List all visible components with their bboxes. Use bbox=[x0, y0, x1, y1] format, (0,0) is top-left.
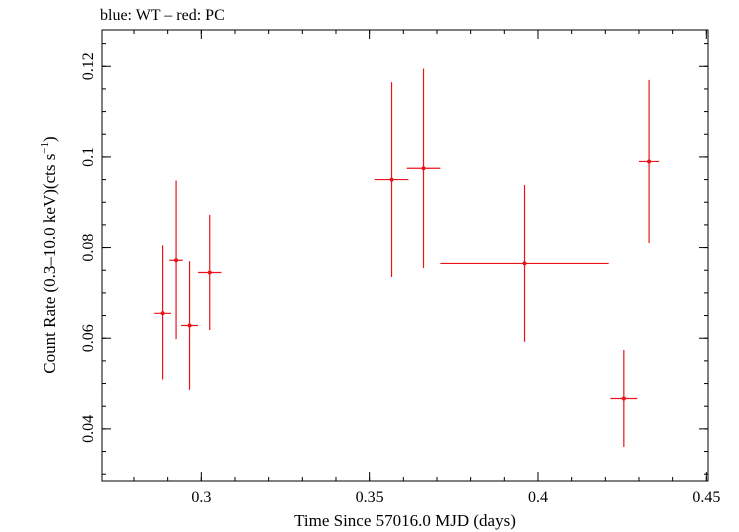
data-point bbox=[160, 311, 165, 316]
chart-title: blue: WT – red: PC bbox=[100, 7, 225, 24]
x-axis-label: Time Since 57016.0 MJD (days) bbox=[294, 511, 516, 530]
axes: 0.3 0.35 0.4 0.45 0.04 0.06 0.08 0.1 0.12 bbox=[80, 30, 720, 506]
data-point bbox=[207, 270, 212, 275]
y-tick-label: 0.08 bbox=[80, 234, 97, 262]
data-point bbox=[389, 177, 394, 182]
y-axis-label-close: ) bbox=[40, 136, 59, 142]
y-axis-label-main: Count Rate (0.3–10.0 keV)(cts s bbox=[40, 154, 59, 374]
x-tick-label: 0.45 bbox=[692, 489, 720, 506]
x-tick-label: 0.35 bbox=[356, 489, 384, 506]
plot-frame bbox=[101, 29, 709, 482]
x-tick-label: 0.3 bbox=[191, 489, 211, 506]
data-point bbox=[174, 258, 179, 263]
y-tick-label: 0.12 bbox=[80, 52, 97, 80]
y-tick-label: 0.06 bbox=[80, 324, 97, 352]
y-tick-label: 0.1 bbox=[80, 147, 97, 167]
data-point bbox=[421, 166, 426, 171]
data-point bbox=[187, 323, 192, 328]
x-tick-label: 0.4 bbox=[528, 489, 548, 506]
data-point bbox=[522, 261, 527, 266]
data-point bbox=[621, 396, 626, 401]
data-series bbox=[154, 68, 660, 448]
y-axis-label: Count Rate (0.3–10.0 keV)(cts s−1) bbox=[39, 136, 59, 373]
y-axis-label-superscript: −1 bbox=[39, 142, 51, 154]
y-tick-label: 0.04 bbox=[80, 415, 97, 443]
data-point bbox=[647, 159, 652, 164]
